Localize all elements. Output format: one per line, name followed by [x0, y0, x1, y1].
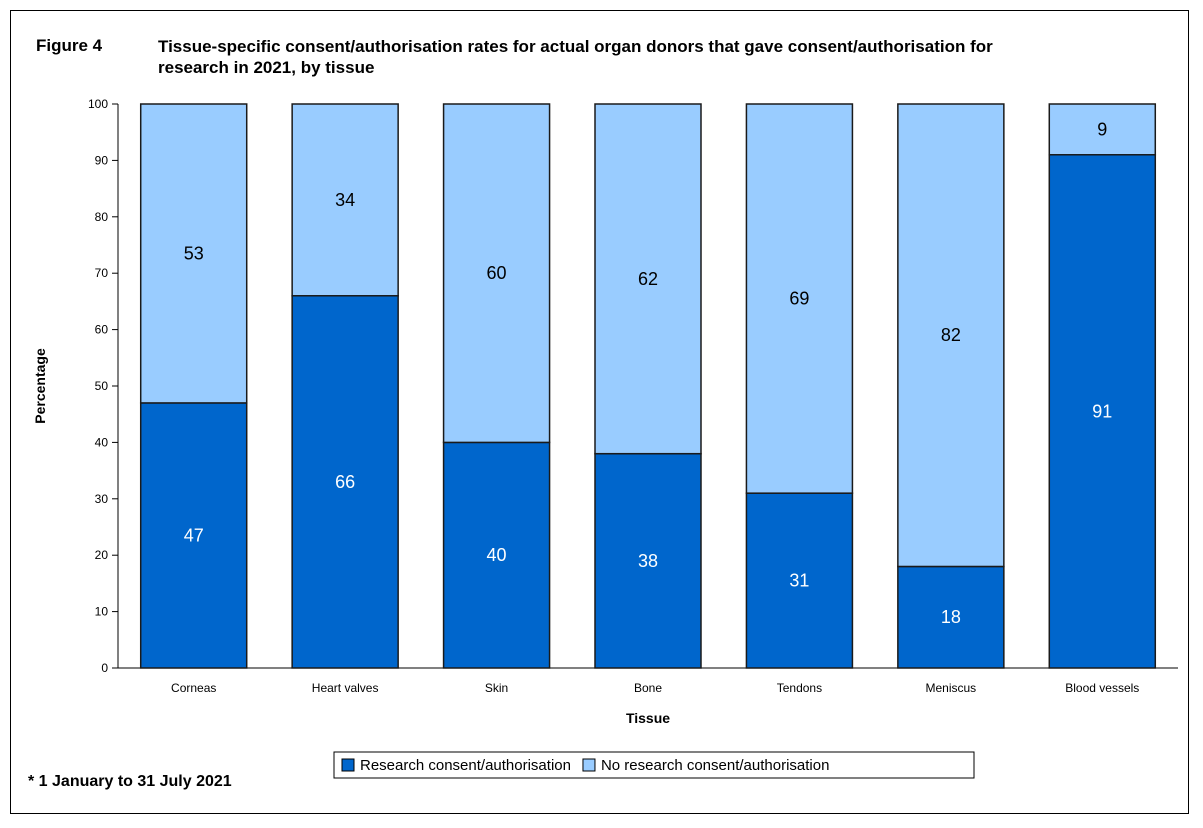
data-label: 69	[789, 289, 809, 309]
y-tick-label: 50	[95, 379, 109, 393]
bar-no-research-blood-vessels	[1048, 103, 1157, 156]
legend-box	[333, 751, 975, 779]
legend-swatch-no-research	[582, 758, 596, 772]
y-tick-label: 80	[95, 210, 109, 224]
data-label: 62	[638, 269, 658, 289]
x-tick-label: Corneas	[171, 681, 216, 695]
bar-research-tendons	[745, 492, 854, 669]
data-label: 60	[487, 263, 507, 283]
x-tick-label: Skin	[485, 681, 508, 695]
data-label: 18	[941, 607, 961, 627]
data-label: 53	[184, 243, 204, 263]
bar-research-meniscus	[897, 565, 1005, 669]
bar-research-corneas	[139, 402, 248, 669]
bar-no-research-corneas	[139, 103, 248, 404]
x-tick-label: Heart valves	[312, 681, 379, 695]
y-axis-title: Percentage	[32, 348, 48, 424]
y-tick-label: 10	[95, 605, 109, 619]
legend-swatch-research	[341, 758, 355, 772]
x-axis-title: Tissue	[626, 710, 670, 726]
bar-research-heart-valves	[291, 295, 399, 669]
footnote: * 1 January to 31 July 2021	[28, 773, 232, 790]
data-label: 9	[1097, 119, 1107, 139]
y-tick-label: 40	[95, 435, 109, 449]
y-tick-label: 60	[95, 323, 109, 337]
y-tick-label: 0	[101, 661, 108, 675]
bar-research-skin	[442, 441, 551, 669]
y-tick-label: 70	[95, 266, 109, 280]
figure-label: Figure 4	[36, 36, 103, 55]
bar-no-research-heart-valves	[291, 103, 399, 297]
data-label: 82	[941, 325, 961, 345]
data-label: 31	[789, 571, 809, 591]
y-tick-label: 100	[88, 97, 108, 111]
figure-frame	[10, 10, 1189, 814]
y-tick-label: 20	[95, 548, 109, 562]
bar-no-research-meniscus	[897, 103, 1005, 568]
bar-research-blood-vessels	[1048, 154, 1157, 669]
legend-label: Research consent/authorisation	[360, 757, 571, 774]
bar-research-bone	[594, 452, 702, 669]
x-tick-label: Meniscus	[926, 681, 977, 695]
data-label: 91	[1092, 401, 1112, 421]
data-label: 47	[184, 525, 204, 545]
x-tick-label: Bone	[634, 681, 662, 695]
data-label: 34	[335, 190, 355, 210]
bar-no-research-tendons	[745, 103, 854, 494]
legend-label: No research consent/authorisation	[601, 757, 829, 774]
bar-no-research-bone	[594, 103, 702, 455]
figure-title: Tissue-specific consent/authorisation ra…	[158, 37, 993, 77]
data-label: 38	[638, 551, 658, 571]
y-tick-label: 30	[95, 492, 109, 506]
data-label: 40	[487, 545, 507, 565]
data-label: 66	[335, 472, 355, 492]
y-tick-label: 90	[95, 153, 109, 167]
bar-no-research-skin	[442, 103, 551, 444]
x-tick-label: Tendons	[777, 681, 822, 695]
x-tick-label: Blood vessels	[1065, 681, 1139, 695]
